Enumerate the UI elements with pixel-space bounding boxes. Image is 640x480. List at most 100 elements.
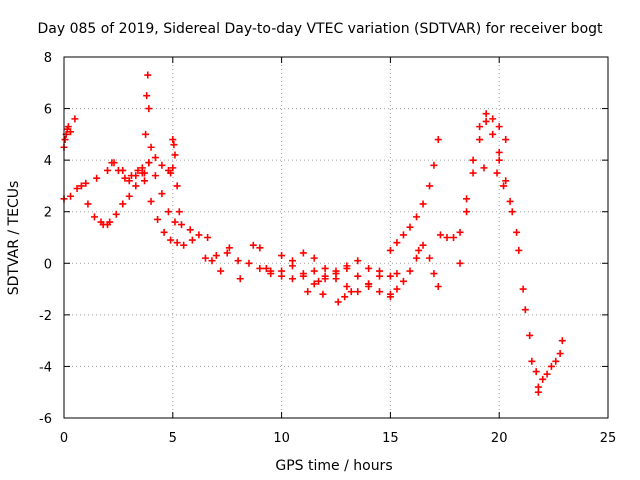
data-point (463, 208, 471, 216)
data-point (489, 130, 497, 138)
data-point (321, 275, 329, 283)
data-point (310, 280, 318, 288)
y-tick-label: -4 (39, 360, 52, 375)
data-point (125, 192, 133, 200)
data-point (90, 213, 98, 221)
data-point (502, 177, 510, 185)
data-point (456, 228, 464, 236)
data-point (393, 270, 401, 278)
data-point (304, 288, 312, 296)
data-point (526, 331, 534, 339)
data-point (528, 357, 536, 365)
data-point (532, 368, 540, 376)
data-point (119, 200, 127, 208)
data-point (256, 244, 264, 252)
data-point (376, 288, 384, 296)
data-point (288, 275, 296, 283)
data-point (236, 275, 244, 283)
data-point (515, 246, 523, 254)
data-point (539, 375, 547, 383)
data-point (354, 272, 362, 280)
data-point (321, 264, 329, 272)
data-point (393, 239, 401, 247)
data-point (500, 182, 508, 190)
data-point (506, 197, 514, 205)
data-point (84, 200, 92, 208)
data-point (169, 164, 177, 172)
data-point (164, 208, 172, 216)
data-point (147, 197, 155, 205)
data-point (332, 275, 340, 283)
data-point (519, 285, 527, 293)
data-point (256, 264, 264, 272)
data-point (77, 182, 85, 190)
data-point (480, 164, 488, 172)
data-point (178, 221, 186, 229)
data-point (430, 270, 438, 278)
data-point (208, 257, 216, 265)
data-point (443, 234, 451, 241)
data-point (406, 223, 414, 231)
x-tick-label: 20 (491, 431, 508, 446)
data-point (267, 270, 275, 278)
data-point (343, 282, 351, 290)
y-axis-title: SDTVAR / TECUs (6, 181, 22, 296)
data-point (365, 264, 373, 272)
data-point (450, 234, 458, 241)
data-point (456, 259, 464, 267)
data-point (476, 136, 484, 144)
data-point (114, 166, 122, 174)
data-point (495, 148, 503, 156)
y-tick-label: 4 (44, 154, 52, 169)
data-point (147, 143, 155, 151)
data-point (399, 231, 407, 239)
plot-frame (63, 56, 609, 419)
data-point (419, 241, 427, 249)
data-point (502, 136, 510, 144)
data-point (121, 174, 129, 182)
x-tick-label: 5 (169, 431, 177, 446)
data-point (534, 383, 542, 391)
data-point (310, 254, 318, 262)
data-point (112, 210, 120, 218)
data-point (160, 228, 168, 236)
data-point (299, 249, 307, 257)
data-point (225, 244, 233, 252)
data-point (419, 200, 427, 208)
data-point (386, 272, 394, 280)
grid-lines (64, 57, 608, 418)
x-tick-label: 10 (273, 431, 290, 446)
data-point (145, 159, 153, 167)
data-point (482, 117, 490, 125)
data-point (167, 169, 175, 177)
data-point (125, 177, 133, 185)
data-point (354, 288, 362, 296)
data-point (223, 249, 231, 257)
data-point (482, 110, 490, 118)
data-point (171, 218, 179, 226)
data-point (104, 166, 112, 174)
data-point (171, 151, 179, 159)
data-point (319, 290, 327, 298)
data-point (67, 192, 75, 200)
data-point (151, 172, 159, 180)
data-point (204, 234, 212, 241)
data-point (543, 370, 551, 378)
data-point (67, 128, 75, 136)
data-point (343, 264, 351, 272)
data-point (430, 161, 438, 169)
data-point (154, 215, 162, 223)
axis-ticks (63, 56, 609, 419)
data-point (386, 246, 394, 254)
data-point (278, 267, 286, 275)
data-point (413, 254, 421, 262)
data-point (547, 362, 555, 370)
data-point (386, 290, 394, 298)
data-point (413, 213, 421, 221)
data-point (508, 208, 516, 216)
data-point (249, 241, 257, 249)
data-point (463, 195, 471, 203)
data-point (151, 154, 159, 162)
data-point (127, 172, 135, 180)
